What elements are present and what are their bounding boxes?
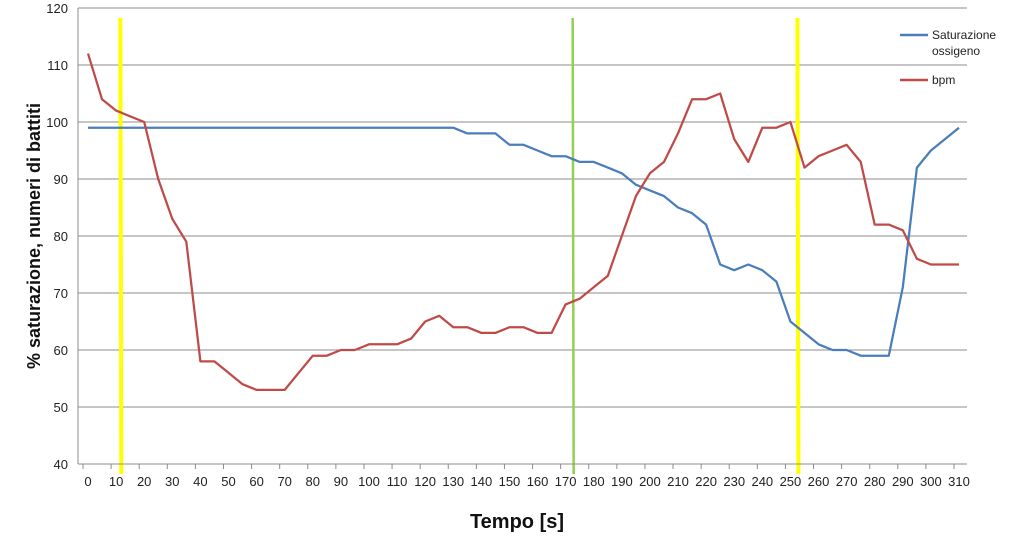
grid-lines [78, 7, 967, 408]
y-tick-label: 40 [54, 457, 68, 472]
x-tick-label: 300 [920, 474, 942, 489]
x-tick-label: 230 [723, 474, 745, 489]
x-tick-label: 30 [165, 474, 179, 489]
legend-label: Saturazione [932, 28, 996, 42]
x-tick-label: 90 [334, 474, 348, 489]
y-axis-title: % saturazione, numeri di battiti [24, 103, 44, 369]
x-tick-label: 10 [109, 474, 123, 489]
y-tick-label: 50 [54, 400, 68, 415]
x-tick-label: 40 [193, 474, 207, 489]
x-tick-label: 310 [948, 474, 970, 489]
x-tick-label: 50 [221, 474, 235, 489]
x-tick-label: 0 [84, 474, 91, 489]
series-line-bpm [86, 53, 959, 392]
x-tick-label: 290 [892, 474, 914, 489]
x-tick-label: 110 [387, 474, 408, 489]
x-tick-label: 260 [808, 474, 830, 489]
x-tick-label: 250 [780, 474, 802, 489]
marker-line [795, 17, 801, 475]
x-tick-label: 270 [836, 474, 858, 489]
marker-line [571, 17, 575, 475]
legend-label: ossigeno [932, 44, 980, 58]
x-tick-label: 210 [667, 474, 689, 489]
x-tick-label: 60 [249, 474, 263, 489]
x-tick-label: 170 [555, 474, 577, 489]
x-tick-label: 20 [137, 474, 151, 489]
y-tick-label: 70 [54, 286, 68, 301]
x-tick-labels: 0 10 20 30 40 50 60 70 80 90 100 110 120 130 140 150 160… [82, 464, 970, 489]
x-tick-label: 130 [442, 474, 464, 489]
x-tick-label: 100 [358, 474, 380, 489]
axes [77, 8, 967, 465]
x-tick-label: 280 [864, 474, 886, 489]
series-lines [86, 53, 960, 392]
x-tick-label: 70 [277, 474, 291, 489]
x-tick-label: 240 [751, 474, 773, 489]
marker-line [118, 17, 124, 475]
y-tick-label: 110 [47, 58, 68, 73]
x-tick-label: 200 [639, 474, 661, 489]
x-tick-label: 120 [414, 474, 436, 489]
x-tick-label: 150 [499, 474, 521, 489]
y-tick-label: 120 [46, 1, 68, 16]
x-tick-label: 190 [611, 474, 633, 489]
marker-lines [118, 17, 801, 475]
x-tick-label: 180 [583, 474, 605, 489]
y-tick-label: 90 [54, 172, 68, 187]
y-tick-labels: 40 50 60 70 80 90 100 110 120 [46, 1, 68, 472]
y-tick-label: 60 [54, 343, 68, 358]
x-tick-label: 80 [306, 474, 320, 489]
y-tick-label: 80 [54, 229, 68, 244]
x-axis-title: Tempo [s] [470, 511, 564, 533]
series-line-saturazione [88, 126, 960, 357]
legend-label: bpm [932, 73, 955, 87]
x-tick-label: 140 [471, 474, 493, 489]
x-tick-label: 220 [695, 474, 717, 489]
y-tick-label: 100 [46, 115, 68, 130]
legend: Saturazione ossigeno bpm [900, 28, 996, 87]
x-tick-label: 160 [527, 474, 549, 489]
